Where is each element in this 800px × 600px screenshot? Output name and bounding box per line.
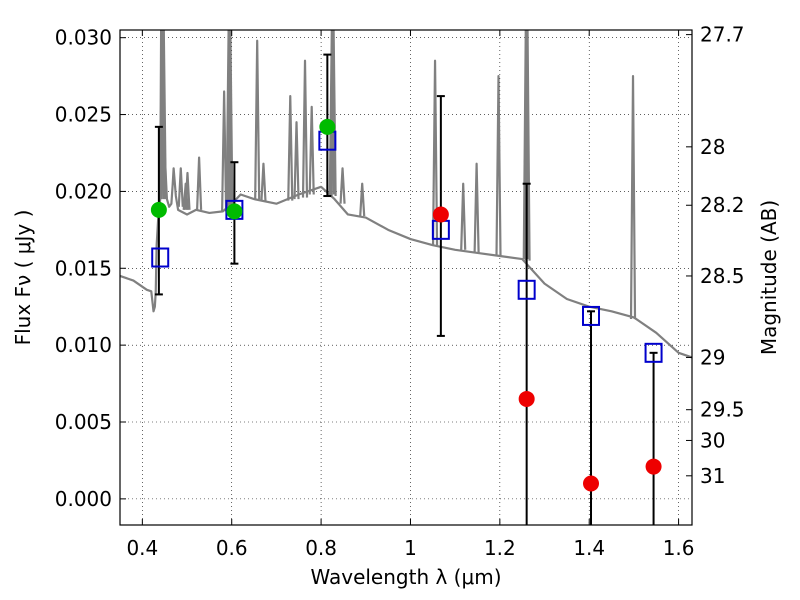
emission-line-spike	[359, 182, 366, 217]
y2-tick-label: 28.5	[700, 264, 745, 288]
model-spectrum-line	[120, 30, 692, 359]
model-flux-square-marker	[582, 305, 601, 326]
nondetection-circle-marker	[645, 458, 662, 475]
emission-line-spike	[308, 105, 315, 195]
y2-tick-label: 28	[700, 135, 725, 159]
model-flux-square-marker	[517, 279, 536, 300]
model-flux-square-marker	[151, 247, 170, 268]
emission-line-spike	[460, 182, 467, 250]
emission-line-spike	[195, 156, 203, 210]
y-tick-label: 0.000	[55, 487, 112, 511]
x-tick-label: 1.2	[484, 536, 516, 560]
emission-line-spike	[260, 162, 267, 201]
emission-line-spike	[227, 30, 234, 209]
emission-line-spike	[160, 30, 167, 200]
y-tick-labels: 0.000 0.005 0.010 0.015 0.020 0.025 0.030	[55, 26, 112, 511]
y-tick-label: 0.020	[55, 179, 112, 203]
detection-circle-marker	[319, 118, 336, 135]
nondetection-circle-marker	[518, 390, 535, 407]
x-tick-label: 1.4	[573, 536, 605, 560]
axes-frame	[119, 29, 693, 526]
emission-line-spike	[287, 95, 294, 201]
emission-line-spike	[495, 75, 502, 256]
emission-line-spike	[339, 167, 346, 204]
tick-marks	[120, 30, 692, 525]
emission-line-spike	[221, 90, 228, 212]
emission-line-spike	[431, 59, 439, 246]
nondetection-circle-marker	[432, 206, 449, 223]
y2-tick-label: 27.7	[700, 23, 745, 47]
x-axis-label: Wavelength λ (μm)	[310, 565, 501, 589]
detection-circle-marker	[150, 201, 167, 218]
x-tick-label: 0.8	[305, 536, 337, 560]
x-tick-labels: 0.4 0.6 0.8 1 1.2 1.4 1.6	[126, 536, 694, 560]
emission-line-spike	[473, 162, 480, 253]
emission-line-spike	[177, 167, 184, 207]
x-tick-label: 1.6	[663, 536, 695, 560]
emission-line-spike	[293, 121, 300, 200]
emission-line-spike	[629, 75, 637, 320]
y-tick-label: 0.015	[55, 256, 112, 280]
x-tick-label: 0.4	[126, 536, 158, 560]
y2-tick-label: 31	[700, 464, 725, 488]
detection-circle-marker	[226, 203, 243, 220]
model-flux-square-marker	[644, 342, 663, 363]
y2-axis-label: Magnitude (AB)	[757, 200, 781, 355]
nondetection-circle-marker	[583, 475, 600, 492]
x-tick-label: 0.6	[216, 536, 248, 560]
y-tick-label: 0.010	[55, 333, 112, 357]
x-tick-label: 1	[404, 536, 417, 560]
emission-line-spike	[184, 171, 191, 210]
y-tick-label: 0.005	[55, 410, 112, 434]
grid-lines	[120, 30, 692, 525]
emission-line-spike	[254, 39, 261, 200]
y-axis-label: Flux Fν ( μJy )	[11, 210, 35, 346]
plot-area	[120, 30, 692, 525]
y2-tick-label: 29	[700, 345, 725, 369]
y2-tick-label: 28.2	[700, 193, 745, 217]
y-tick-label: 0.030	[55, 26, 112, 50]
y-tick-label: 0.025	[55, 103, 112, 127]
emission-line-spike	[301, 59, 309, 198]
y2-tick-labels: 27.7 28 28.2 28.5 29 29.5 30 31	[700, 23, 745, 488]
y2-tick-label: 30	[700, 428, 725, 452]
y2-tick-label: 29.5	[700, 398, 745, 422]
